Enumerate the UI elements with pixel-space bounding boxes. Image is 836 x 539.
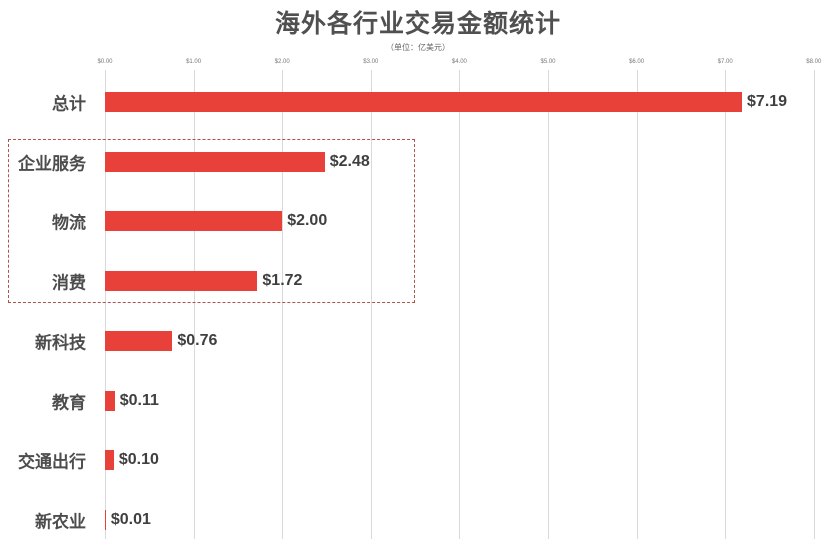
bar — [105, 92, 743, 112]
data-label: $0.11 — [119, 391, 159, 409]
category-label: 总计 — [52, 94, 86, 115]
data-label: $0.76 — [177, 331, 218, 349]
data-label: $0.10 — [118, 451, 159, 469]
category-label: 新农业 — [35, 512, 86, 533]
x-tick-label: $4.00 — [451, 59, 467, 65]
chart-title: 海外各行业交易金额统计 — [274, 9, 561, 38]
chart-subtitle: （单位：亿美元） — [386, 43, 450, 52]
gridline — [637, 70, 638, 539]
gridline — [459, 70, 460, 539]
bar — [105, 271, 258, 292]
data-label: $7.19 — [747, 93, 788, 110]
bar — [105, 509, 106, 530]
gridline — [814, 70, 815, 539]
bar — [105, 211, 283, 232]
gridline — [194, 70, 195, 539]
x-tick-label: $2.00 — [274, 59, 290, 65]
data-label: $0.01 — [110, 510, 151, 528]
bar — [105, 450, 114, 471]
x-tick-label: $5.00 — [540, 59, 556, 65]
x-tick-label: $0.00 — [97, 59, 113, 65]
gridline — [548, 70, 549, 539]
x-tick-label: $1.00 — [186, 59, 202, 65]
gridline — [105, 70, 106, 539]
x-tick-label: $7.00 — [717, 59, 733, 65]
bar — [105, 390, 115, 411]
data-label: $2.48 — [329, 152, 370, 170]
category-label: 新科技 — [35, 333, 86, 354]
x-tick-label: $6.00 — [629, 59, 645, 65]
category-label: 教育 — [52, 393, 86, 413]
highlight-dashed-box — [8, 139, 415, 303]
gridline — [371, 70, 372, 539]
category-label: 交通出行 — [18, 452, 86, 473]
gridline — [725, 70, 726, 539]
category-label: 物流 — [52, 213, 86, 234]
x-tick-label: $3.00 — [363, 59, 379, 65]
bar — [105, 151, 325, 172]
bar — [105, 330, 173, 351]
data-label: $2.00 — [287, 212, 328, 230]
gridline — [282, 70, 283, 539]
x-tick-label: $8.00 — [806, 59, 822, 65]
category-label: 消费 — [52, 273, 86, 294]
data-label: $1.72 — [262, 272, 303, 290]
category-label: 企业服务 — [18, 154, 86, 175]
